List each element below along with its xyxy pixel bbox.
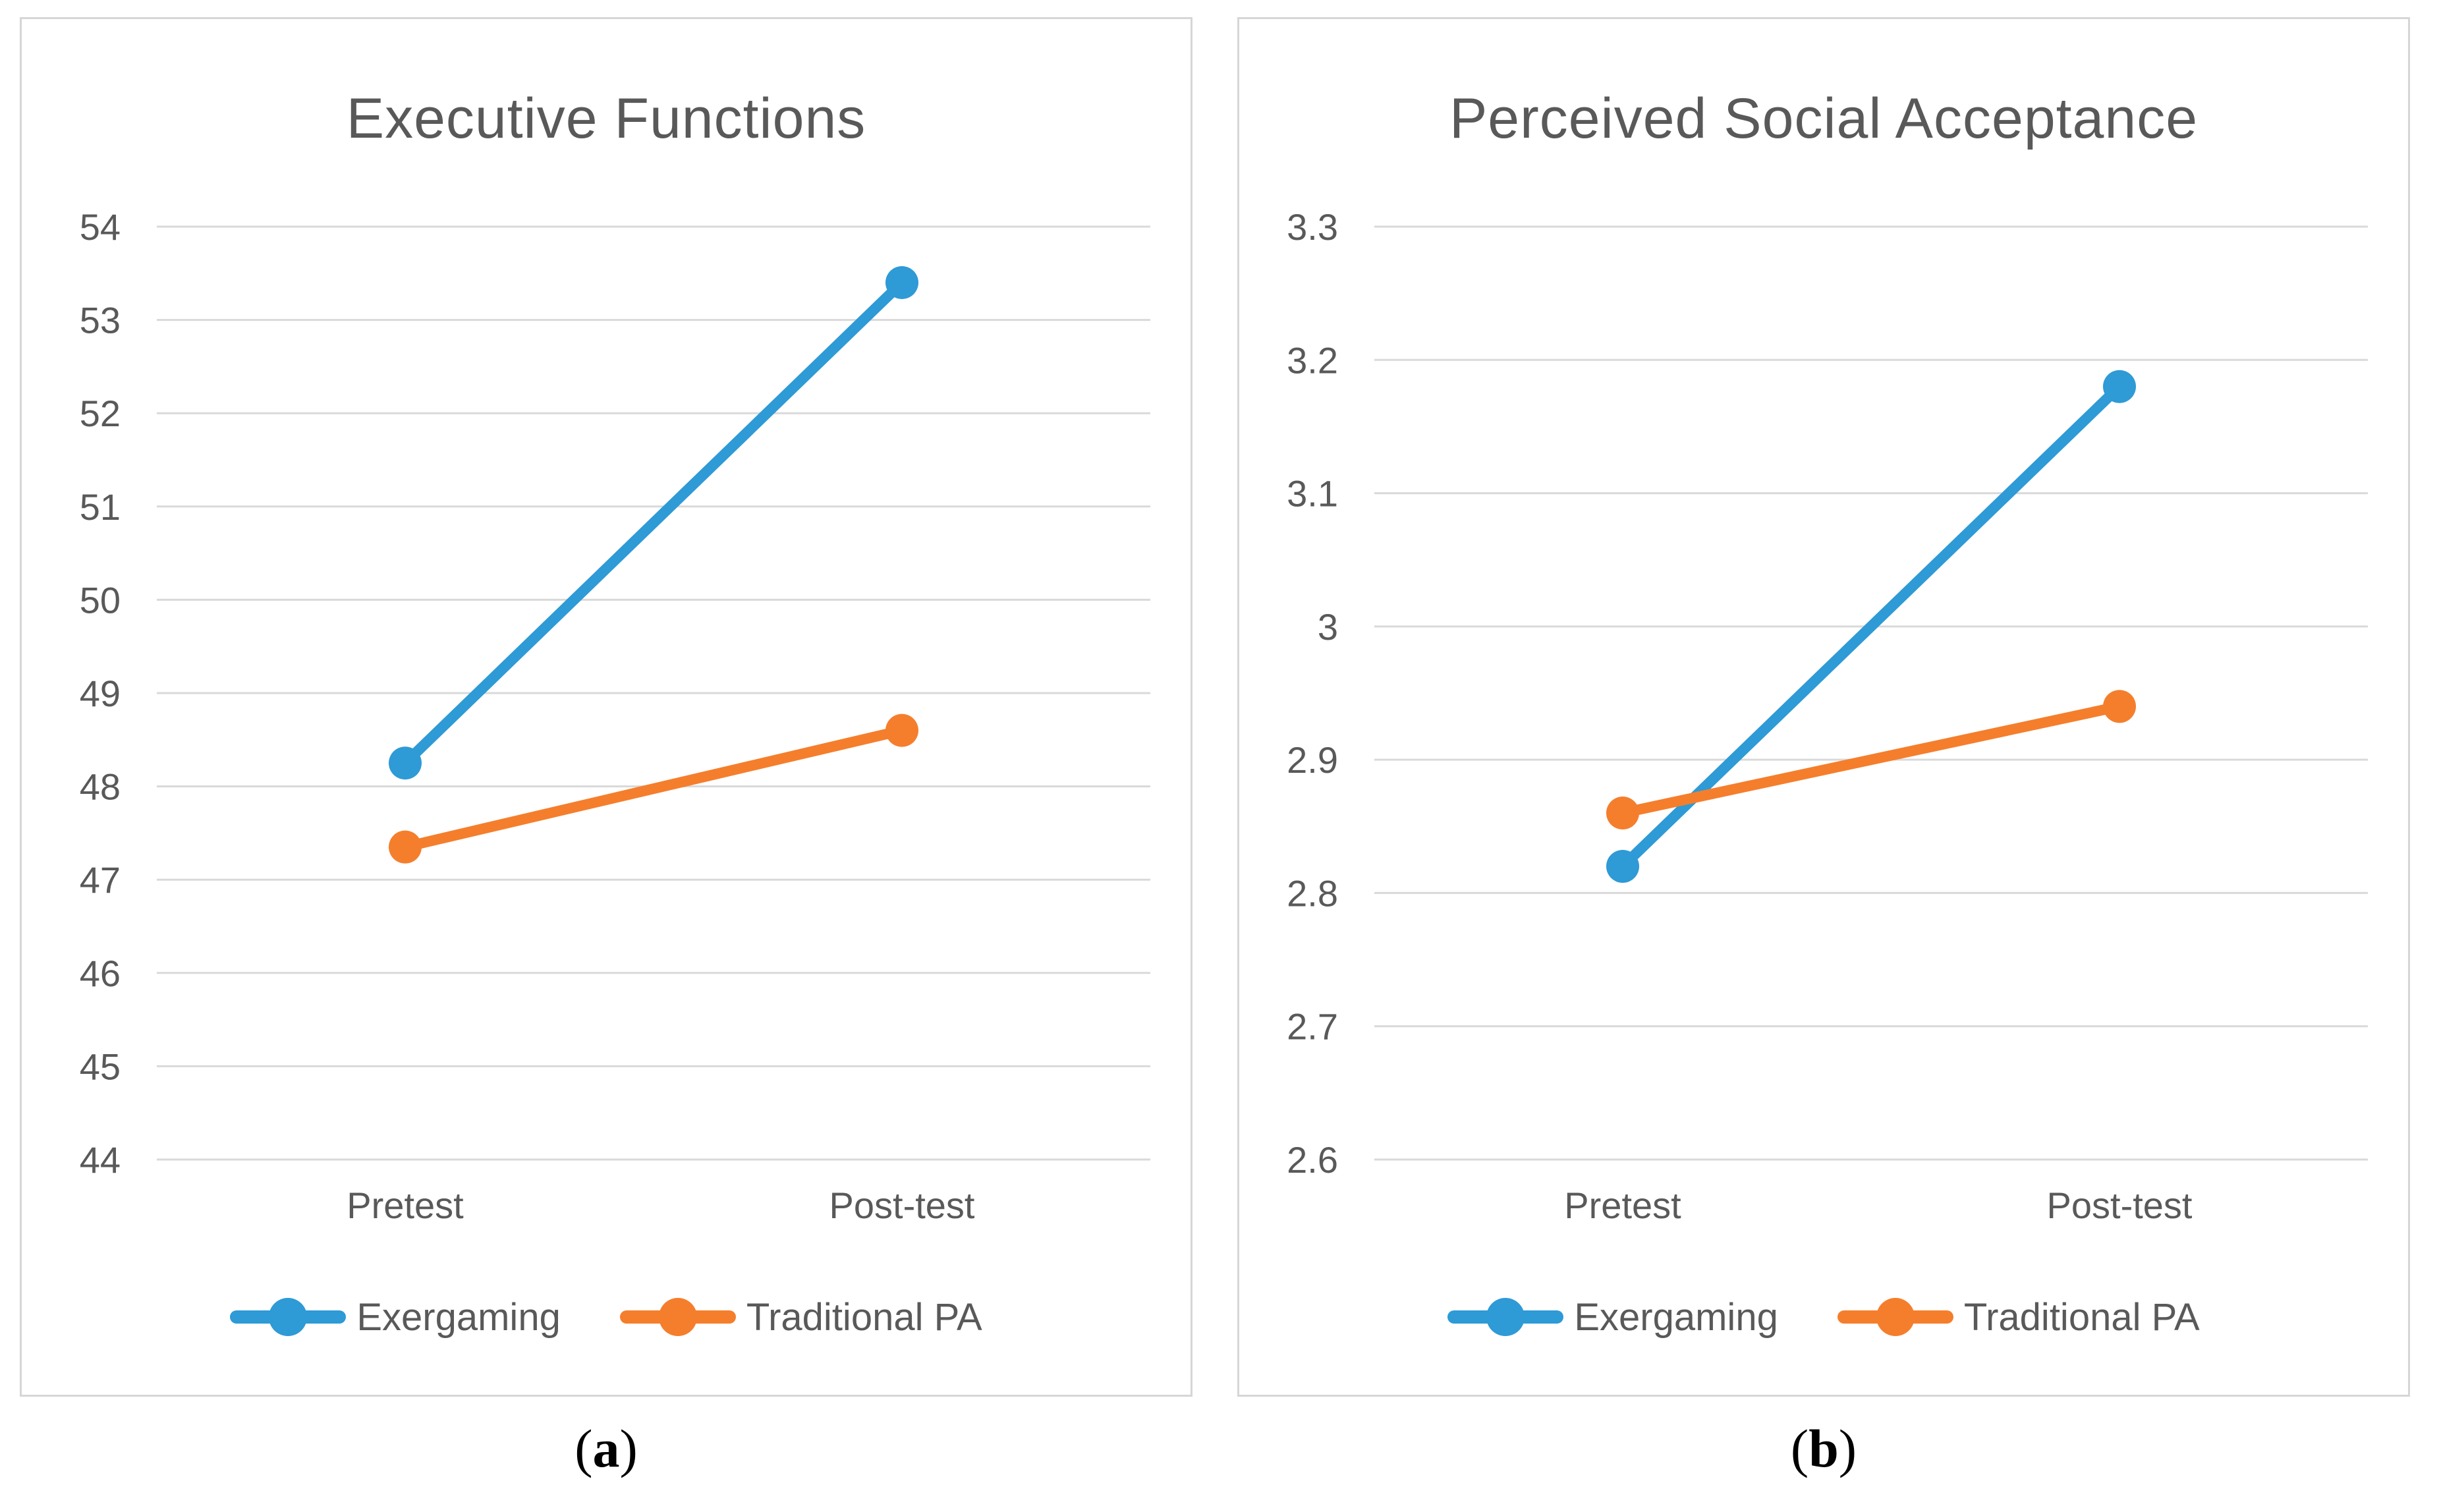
y-tick-label: 47	[80, 859, 121, 901]
y-tick-label: 53	[80, 300, 121, 341]
y-tick-label: 48	[80, 766, 121, 808]
caption-letter: b	[1808, 1418, 1839, 1478]
y-tick-label: 50	[80, 579, 121, 621]
y-tick-label: 3.3	[1287, 206, 1338, 248]
series-line-traditional-pa	[400, 725, 907, 853]
legend-item-traditional-pa: Traditional PA	[1837, 1295, 2200, 1339]
legend-label: Exergaming	[1574, 1295, 1778, 1339]
x-tick-label: Pretest	[1564, 1185, 1681, 1226]
y-tick-label: 52	[80, 393, 121, 434]
y-tick-label: 2.9	[1287, 739, 1338, 781]
legend-line-marker-swatch	[1447, 1298, 1564, 1336]
data-point-marker	[389, 746, 422, 780]
legend-line-marker-swatch	[619, 1298, 736, 1336]
y-tick-label: 2.6	[1287, 1139, 1338, 1181]
chart-panel-perceived-social-acceptance: Perceived Social Acceptance 3.3 3.2 3.1 3 2.…	[1237, 17, 2410, 1397]
y-tick-label: 3	[1318, 606, 1338, 648]
data-point-marker	[389, 830, 422, 864]
y-tick-label: 44	[80, 1139, 121, 1181]
y-tick-label: 2.7	[1287, 1006, 1338, 1048]
y-tick-label: 54	[80, 206, 121, 248]
caption-paren-open: (	[1790, 1418, 1809, 1478]
legend-swatch-dot	[658, 1298, 697, 1336]
x-tick-label: Post-test	[829, 1185, 975, 1226]
legend-item-exergaming: Exergaming	[230, 1295, 561, 1339]
series-line-traditional-pa	[1617, 701, 2125, 819]
y-tick-label: 2.8	[1287, 872, 1338, 914]
y-tick-label: 49	[80, 673, 121, 714]
y-tick-label: 51	[80, 486, 121, 528]
legend: Exergaming Traditional PA	[1239, 1287, 2408, 1347]
data-point-marker	[885, 266, 918, 299]
series-line-exergaming	[1617, 381, 2125, 872]
caption-letter: a	[592, 1418, 620, 1478]
legend-label: Traditional PA	[1963, 1295, 2200, 1339]
caption-paren-close: )	[619, 1418, 638, 1478]
legend-label: Traditional PA	[746, 1295, 982, 1339]
legend-item-exergaming: Exergaming	[1447, 1295, 1778, 1339]
data-point-marker	[1606, 797, 1639, 830]
chart-title: Perceived Social Acceptance	[1449, 87, 2199, 150]
legend-line-marker-swatch	[230, 1298, 347, 1336]
legend-swatch-dot	[1876, 1298, 1915, 1336]
y-tick-label: 3.1	[1287, 473, 1338, 515]
caption-paren-open: (	[575, 1418, 593, 1478]
line-plot: 3.3 3.2 3.1 3 2.9 2.8 2.7 2.6 Pretest Post-test	[1287, 206, 2368, 1226]
data-point-marker	[885, 714, 918, 747]
subfigure-caption-b: (b)	[1237, 1418, 2410, 1480]
x-tick-label: Post-test	[2047, 1185, 2193, 1226]
chart-title: Executive Functions	[346, 87, 866, 150]
data-point-marker	[2103, 690, 2136, 723]
data-point-marker	[2103, 370, 2136, 403]
legend: Exergaming Traditional PA	[22, 1287, 1191, 1347]
legend-label: Exergaming	[356, 1295, 561, 1339]
chart-panel-executive-functions: Executive Functions 54 53 52 51 50 49 48 47 46 45…	[20, 17, 1192, 1397]
line-plot: 54 53 52 51 50 49 48 47 46 45 44 Pretest Post-test	[80, 206, 1150, 1226]
legend-line-marker-swatch	[1837, 1298, 1953, 1336]
x-tick-label: Pretest	[347, 1185, 464, 1226]
y-tick-label: 45	[80, 1046, 121, 1087]
data-point-marker	[1606, 849, 1639, 883]
legend-swatch-dot	[269, 1298, 308, 1336]
series-line-exergaming	[400, 277, 907, 769]
legend-swatch-dot	[1486, 1298, 1525, 1336]
legend-item-traditional-pa: Traditional PA	[619, 1295, 982, 1339]
caption-paren-close: )	[1838, 1418, 1857, 1478]
subfigure-caption-a: (a)	[20, 1418, 1192, 1480]
y-tick-label: 3.2	[1287, 339, 1338, 381]
y-tick-label: 46	[80, 953, 121, 994]
